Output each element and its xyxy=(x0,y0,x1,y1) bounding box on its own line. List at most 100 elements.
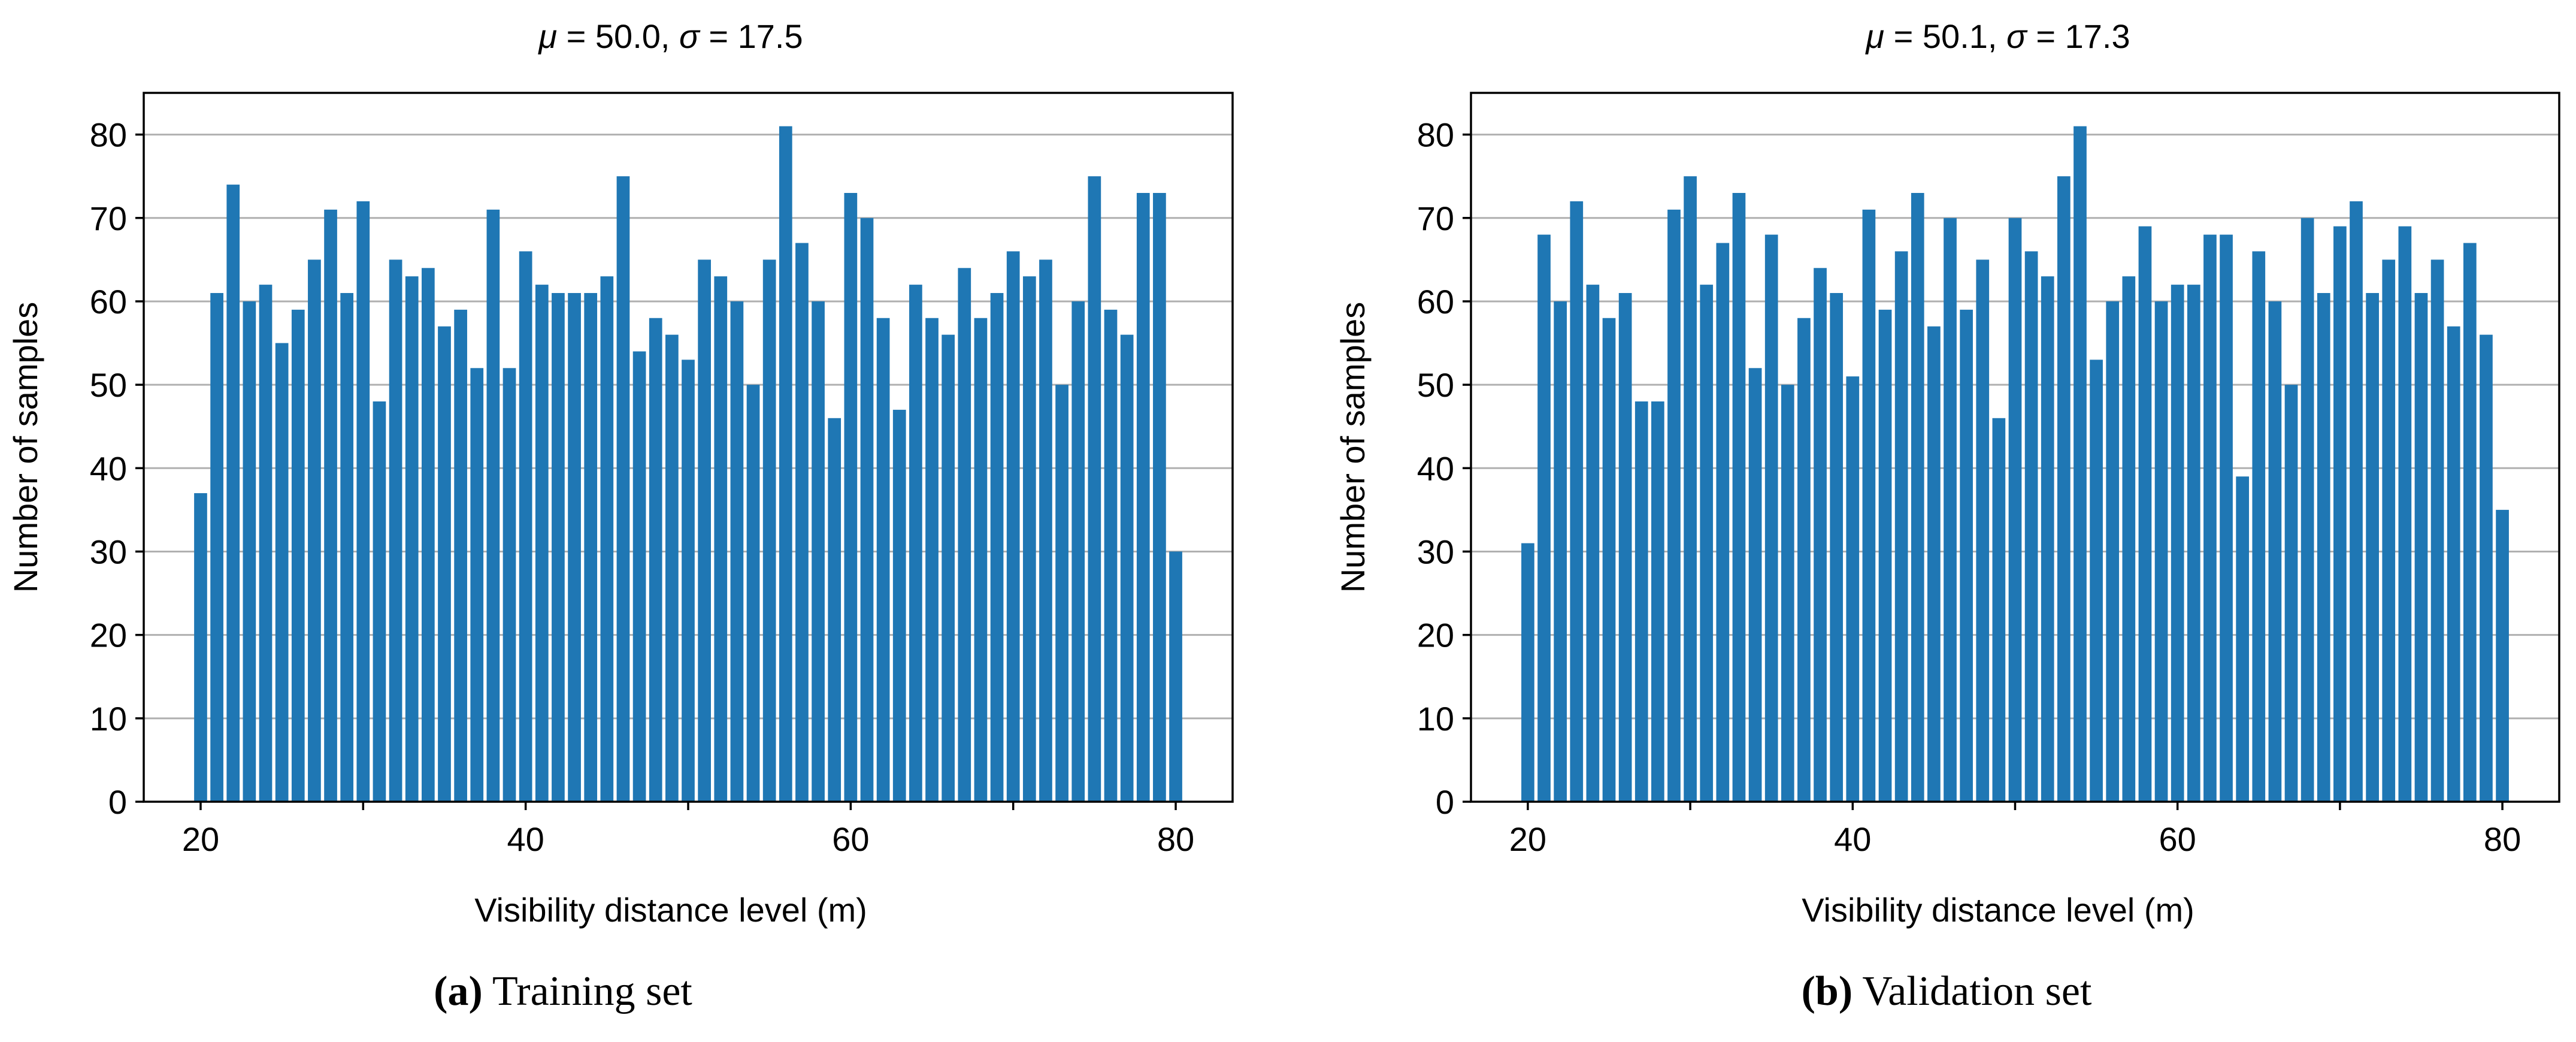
bar xyxy=(568,293,581,802)
x-tick-label: 60 xyxy=(832,820,869,858)
x-tick-label: 40 xyxy=(507,820,544,858)
bar xyxy=(828,418,841,802)
bar xyxy=(324,209,337,802)
bar xyxy=(632,351,646,802)
bar xyxy=(2414,293,2428,802)
bar xyxy=(535,285,549,802)
bar xyxy=(1927,326,1941,802)
bar xyxy=(1022,276,1036,802)
caption-b-letter: (b) xyxy=(1801,968,1853,1014)
bar xyxy=(1684,176,1697,802)
bar xyxy=(600,276,614,802)
bar xyxy=(2057,176,2071,802)
bar xyxy=(389,259,402,802)
caption-b-text: Validation set xyxy=(1852,968,2092,1014)
bar xyxy=(1104,309,1118,802)
bar xyxy=(2300,218,2314,802)
bar xyxy=(405,276,419,802)
bar xyxy=(616,176,630,802)
bar xyxy=(454,309,467,802)
bar xyxy=(340,293,354,802)
bar xyxy=(2073,126,2087,802)
bar xyxy=(2203,234,2217,802)
bar xyxy=(2284,385,2298,802)
bar xyxy=(1055,385,1068,802)
bar xyxy=(1894,251,1908,802)
bar xyxy=(1570,201,1584,802)
y-tick-label: 80 xyxy=(90,116,127,154)
bar xyxy=(194,493,207,802)
bar xyxy=(1088,176,1101,802)
bar xyxy=(1153,193,1166,802)
bar xyxy=(2138,226,2152,802)
bar xyxy=(438,326,451,802)
x-tick-label: 80 xyxy=(1157,820,1194,858)
y-tick-label: 20 xyxy=(1417,617,1454,654)
bar xyxy=(1071,301,1085,802)
y-tick-label: 10 xyxy=(1417,700,1454,738)
bar xyxy=(1814,268,1827,802)
bar xyxy=(762,259,776,802)
chart-title: μ = 50.1, σ = 17.3 xyxy=(1864,17,2130,55)
bar xyxy=(1911,193,1924,802)
bar xyxy=(1992,418,2006,802)
bar xyxy=(2154,301,2168,802)
bar xyxy=(730,301,744,802)
x-tick-label: 20 xyxy=(182,820,219,858)
y-tick-label: 0 xyxy=(1436,783,1454,821)
bar xyxy=(860,218,874,802)
bar xyxy=(2350,201,2363,802)
bar xyxy=(876,318,890,802)
bar xyxy=(1136,193,1150,802)
bar xyxy=(2122,276,2136,802)
y-tick-label: 60 xyxy=(90,283,127,321)
bar xyxy=(665,334,679,802)
bar xyxy=(2008,218,2022,802)
bar xyxy=(2187,285,2200,802)
x-axis-label: Visibility distance level (m) xyxy=(474,891,867,929)
bar xyxy=(1878,309,1892,802)
y-tick-label: 0 xyxy=(108,783,127,821)
bar xyxy=(519,251,532,802)
bar xyxy=(2366,293,2379,802)
caption-a-letter: (a) xyxy=(434,968,483,1014)
bar xyxy=(1537,234,1551,802)
bar xyxy=(1944,218,1957,802)
chart-training: 0 10 20 30 40 50 60 70 80 20 40 60 80 μ = 50.0, σ = 1… xyxy=(7,17,1234,929)
y-tick-label: 80 xyxy=(1417,116,1454,154)
bar xyxy=(2220,234,2233,802)
x-axis-label: Visibility distance level (m) xyxy=(1802,891,2194,929)
y-tick-label: 70 xyxy=(1417,200,1454,237)
bar xyxy=(2496,509,2509,802)
bar xyxy=(1830,293,1844,802)
bar xyxy=(552,293,565,802)
bar xyxy=(421,268,435,802)
bar xyxy=(2106,301,2120,802)
bar xyxy=(226,185,240,802)
bar xyxy=(649,318,662,802)
bar xyxy=(746,385,760,802)
caption-a-text: Training set xyxy=(482,968,692,1014)
y-tick-label: 50 xyxy=(1417,366,1454,404)
bar xyxy=(243,301,256,802)
bar xyxy=(1700,285,1714,802)
bar xyxy=(892,409,906,802)
bar xyxy=(2236,476,2250,802)
y-tick-label: 30 xyxy=(1417,533,1454,570)
bar xyxy=(1651,401,1664,802)
bar xyxy=(291,309,305,802)
bar xyxy=(1586,285,1600,802)
caption-a: (a) Training set xyxy=(383,965,743,1019)
bar xyxy=(2480,334,2493,802)
bar xyxy=(1764,234,1778,802)
bar xyxy=(990,293,1004,802)
y-axis-label: Number of samples xyxy=(7,302,44,593)
bar xyxy=(925,318,939,802)
bar xyxy=(584,293,598,802)
bar xyxy=(1846,376,1860,802)
bar xyxy=(373,401,386,802)
bar xyxy=(1618,293,1632,802)
bar xyxy=(259,285,273,802)
y-tick-label: 40 xyxy=(90,449,127,487)
bar xyxy=(2171,285,2184,802)
